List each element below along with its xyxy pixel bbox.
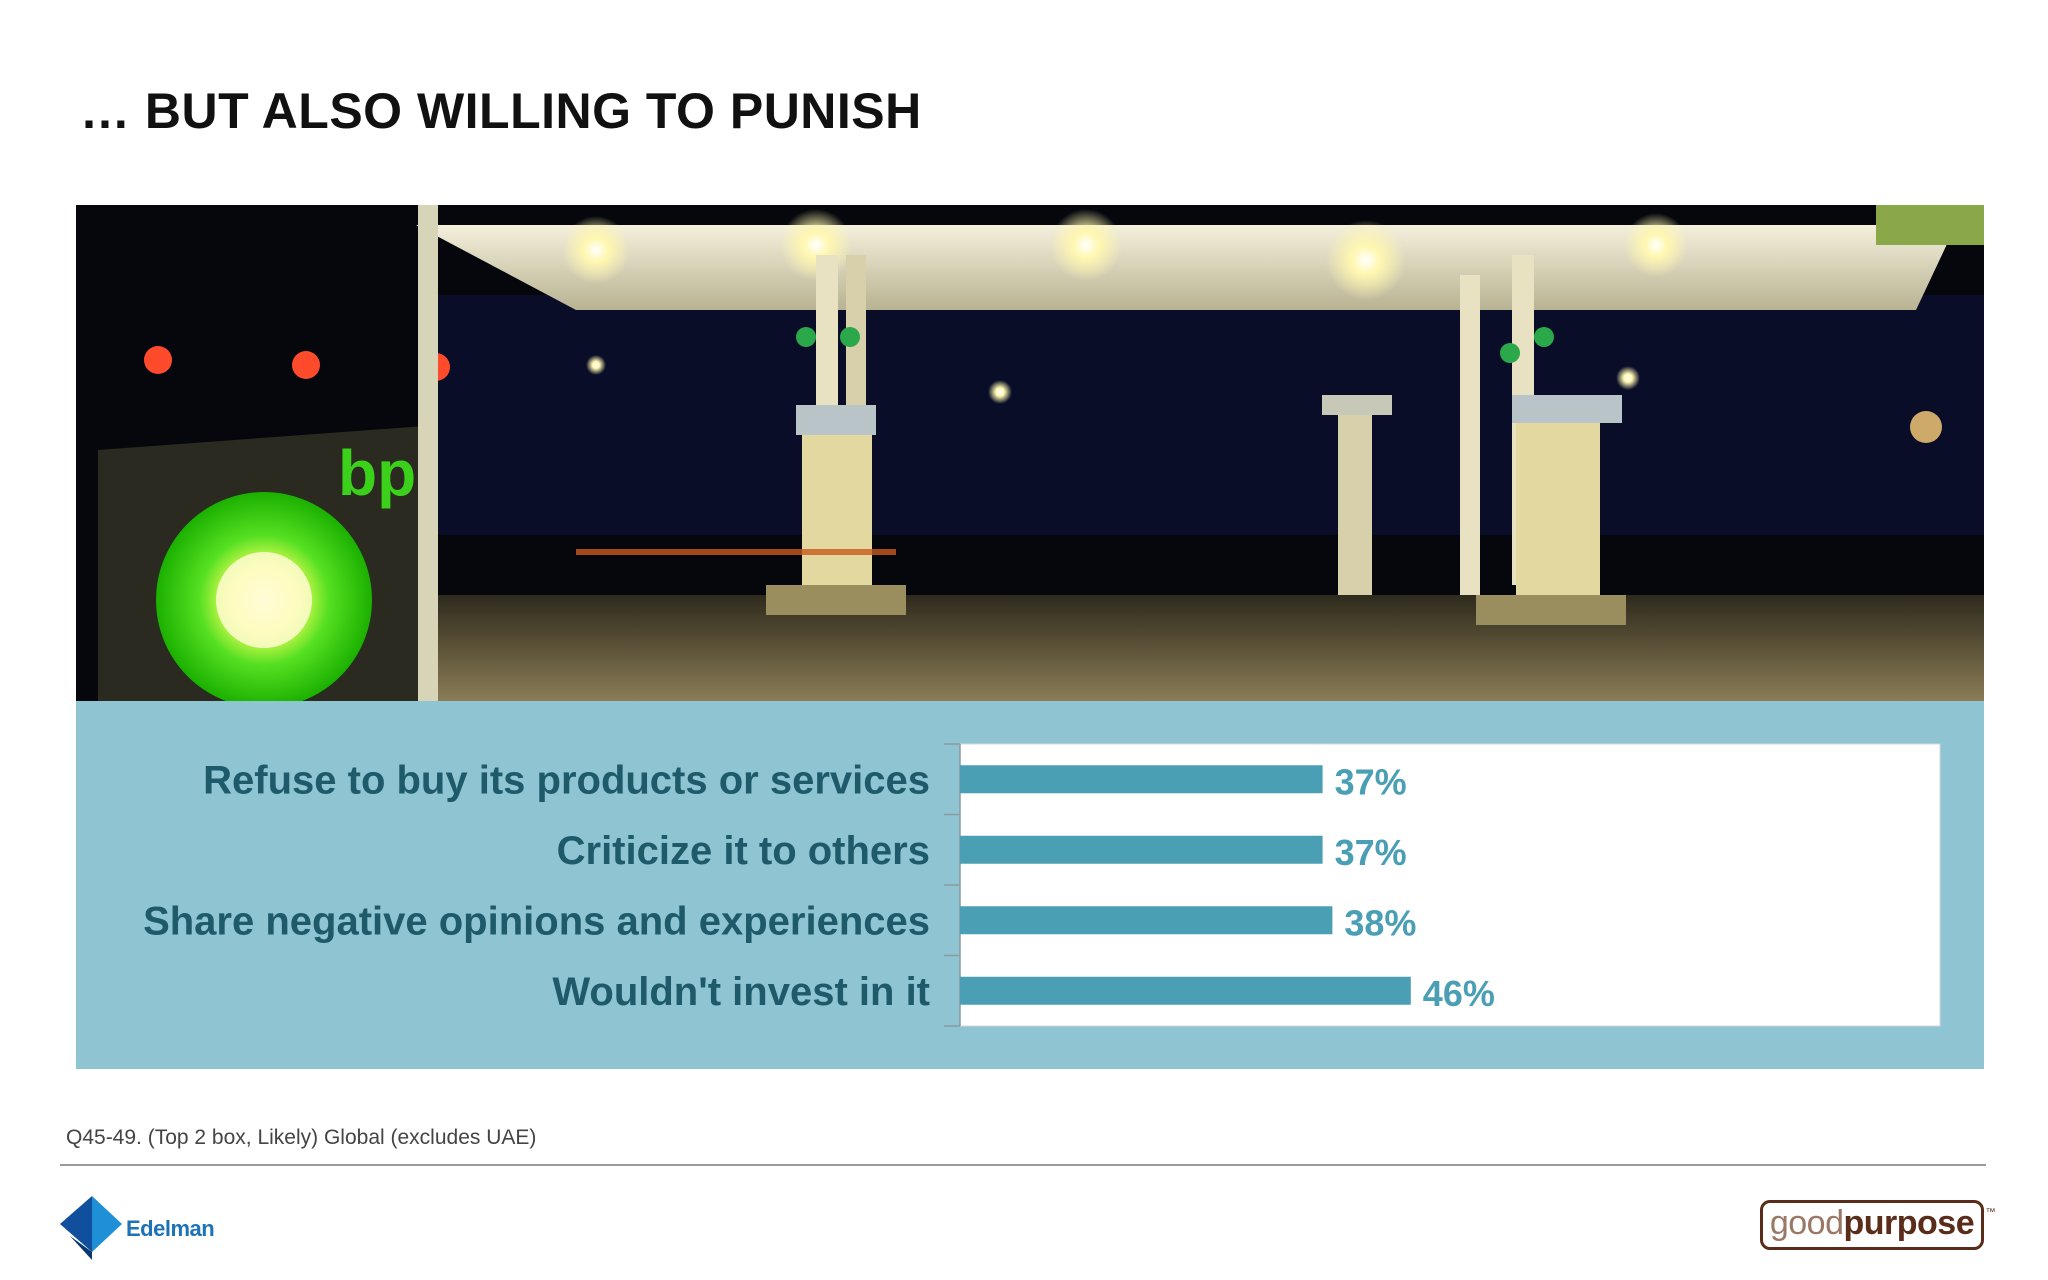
edelman-wordmark: Edelman [126,1216,215,1241]
bar [960,976,1411,1005]
bar [960,765,1323,794]
edelman-mark-icon [60,1196,122,1260]
goodpurpose-good: good [1769,1204,1844,1242]
goodpurpose-logo: goodpurpose ™ [1760,1200,1995,1250]
footnote: Q45-49. (Top 2 box, Likely) Global (excl… [66,1126,537,1149]
value-label: 37% [1335,761,1407,802]
trademark-mark: ™ [1985,1207,1996,1218]
bar [960,835,1323,864]
slide-title: … BUT ALSO WILLING TO PUNISH [80,83,922,139]
value-label: 37% [1335,832,1407,873]
category-label: Wouldn't invest in it [552,970,930,1014]
bar [960,906,1333,935]
bar-chart: Refuse to buy its products or services 37… [76,701,1984,1069]
gas-station-photo: bp [76,205,1984,701]
footer-divider [60,1164,1986,1166]
edelman-logo: Edelman [60,1196,280,1260]
category-label: Criticize it to others [557,829,930,873]
goodpurpose-purpose: purpose [1843,1204,1975,1242]
category-label: Share negative opinions and experiences [143,899,930,943]
value-label: 38% [1344,902,1416,943]
category-label: Refuse to buy its products or services [203,758,930,802]
value-label: 46% [1423,973,1495,1014]
bp-sign-text: bp [338,437,416,509]
